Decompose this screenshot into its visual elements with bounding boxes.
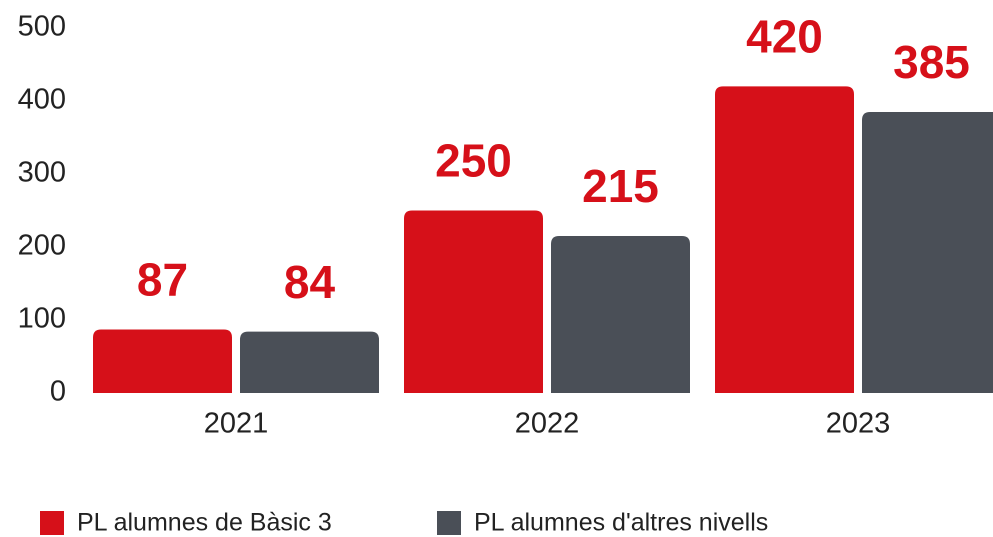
x-tick-label: 2021: [204, 408, 269, 440]
bar: [551, 236, 690, 393]
y-tick-label: 500: [18, 11, 66, 43]
value-label: 215: [582, 160, 659, 212]
x-tick-label: 2023: [826, 408, 891, 440]
legend-label: PL alumnes de Bàsic 3: [77, 509, 332, 537]
value-label: 87: [137, 254, 188, 306]
y-tick-label: 300: [18, 157, 66, 189]
value-label: 385: [893, 36, 970, 88]
y-tick-label: 100: [18, 303, 66, 335]
bar: [862, 111, 993, 393]
legend-swatch: [437, 511, 461, 535]
bar: [240, 331, 379, 393]
value-label: 84: [284, 256, 336, 308]
value-label: 250: [435, 135, 512, 187]
y-tick-label: 400: [18, 84, 66, 116]
bar: [715, 86, 854, 394]
y-tick-label: 200: [18, 230, 66, 262]
bar: [404, 210, 543, 393]
legend-label: PL alumnes d'altres nivells: [474, 509, 768, 537]
bar: [93, 329, 232, 393]
legend-swatch: [40, 511, 64, 535]
value-label: 420: [746, 11, 823, 63]
y-tick-label: 0: [50, 376, 66, 408]
x-tick-label: 2022: [515, 408, 580, 440]
